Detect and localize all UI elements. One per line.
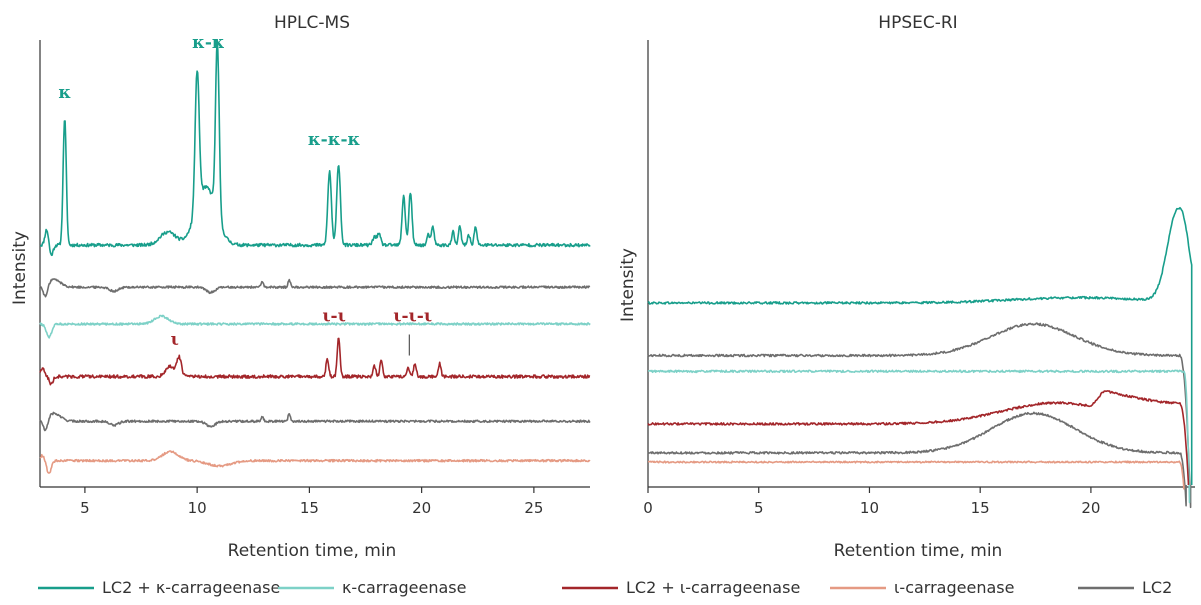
legend-label: κ-carrageenase <box>342 578 466 597</box>
legend-item-lc2: LC2 <box>1078 578 1172 597</box>
trace-kappa <box>39 314 591 339</box>
x-tick-label: 0 <box>643 499 653 517</box>
legend-item-kappa: κ-carrageenase <box>278 578 466 597</box>
hplc-ms-traces <box>39 39 591 474</box>
hpsec-ri-x-ticks: 0 5 10 15 20 <box>643 487 1100 517</box>
x-tick-label: 5 <box>80 499 90 517</box>
trace-lc2-iota <box>39 337 591 386</box>
trace-lc2 <box>39 411 591 432</box>
x-tick-label: 15 <box>971 499 990 517</box>
hplc-ms-x-ticks: 5 10 15 20 25 <box>80 487 543 517</box>
peak-label: κ-κ-κ <box>308 130 361 150</box>
peak-label: ι-ι <box>322 306 346 326</box>
x-tick-label: 10 <box>188 499 207 517</box>
hpsec-ri-y-axis-label: Intensity <box>618 248 638 322</box>
x-tick-label: 20 <box>412 499 431 517</box>
legend-label: LC2 + ι-carrageenase <box>626 578 800 597</box>
hplc-ms-title: HPLC-MS <box>274 13 350 33</box>
hplc-ms-x-axis-label: Retention time, min <box>228 541 397 561</box>
x-tick-label: 10 <box>860 499 879 517</box>
peak-label: κ-κ <box>192 33 225 53</box>
trace-lc2-kappa <box>39 39 591 257</box>
hpsec-ri-panel: HPSEC-RI Intensity Retention time, min 0… <box>618 13 1195 561</box>
hpsec-ri-x-axis-label: Retention time, min <box>834 541 1003 561</box>
legend-label: ι-carrageenase <box>894 578 1014 597</box>
legend-item-lc2-kappa: LC2 + κ-carrageenase <box>38 578 280 597</box>
legend: LC2 + κ-carrageenase κ-carrageenase LC2 + … <box>38 578 1172 597</box>
legend-item-lc2-iota: LC2 + ι-carrageenase <box>562 578 800 597</box>
hpsec-ri-traces <box>647 206 1193 509</box>
trace-iota <box>647 460 1185 490</box>
peak-label: κ <box>58 83 71 103</box>
legend-label: LC2 + κ-carrageenase <box>102 578 280 597</box>
legend-item-iota: ι-carrageenase <box>830 578 1014 597</box>
hpsec-ri-title: HPSEC-RI <box>878 13 957 33</box>
hplc-ms-peak-labels: κ κ-κ κ-κ-κ ι ι-ι ι-ι-ι <box>58 33 432 356</box>
x-tick-label: 15 <box>300 499 319 517</box>
peak-label: ι-ι-ι <box>393 306 432 326</box>
x-tick-label: 25 <box>524 499 543 517</box>
x-tick-label: 20 <box>1081 499 1100 517</box>
trace-kappa <box>647 369 1191 504</box>
trace-lc2 <box>39 278 591 298</box>
legend-label: LC2 <box>1142 578 1172 597</box>
trace-iota <box>39 450 591 474</box>
hplc-ms-y-axis-label: Intensity <box>10 231 30 305</box>
peak-label: ι <box>171 330 179 350</box>
trace-lc2-kappa <box>647 206 1193 485</box>
trace-lc2 <box>647 411 1187 507</box>
x-tick-label: 5 <box>754 499 764 517</box>
hplc-ms-panel: HPLC-MS Intensity Retention time, min 5 1… <box>10 13 591 561</box>
trace-lc2 <box>647 322 1192 509</box>
trace-lc2-iota <box>647 390 1190 485</box>
